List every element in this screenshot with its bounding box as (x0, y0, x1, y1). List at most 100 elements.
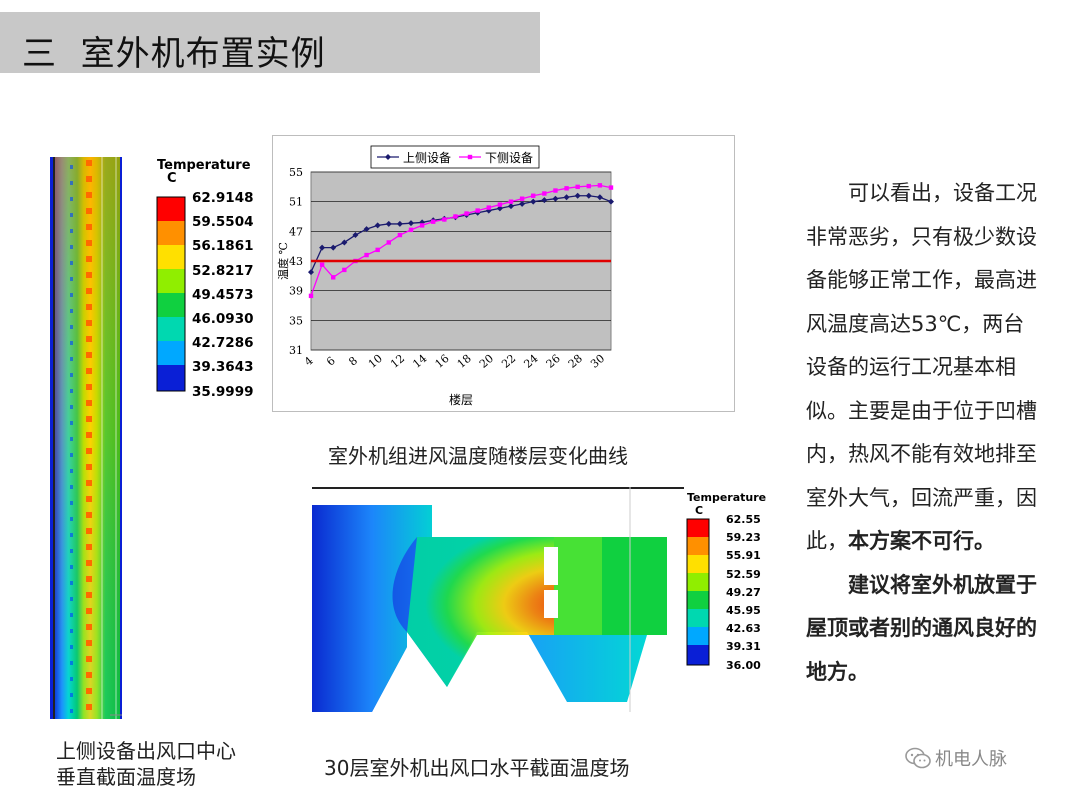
recommendation-paragraph: 建议将室外机放置于屋顶或者别的通风良好的地方。 (806, 572, 1037, 684)
data-point (486, 205, 491, 210)
data-point (531, 193, 536, 198)
horizontal-legend-value: 62.55 (726, 513, 761, 526)
data-point (385, 220, 392, 227)
title-bar: 三 室外机布置实例 (0, 12, 540, 74)
horizontal-legend-colorbar (686, 518, 710, 666)
data-point (363, 226, 370, 233)
data-point (574, 192, 581, 199)
data-point (330, 244, 337, 251)
horizontal-legend-title: Temperature C (687, 491, 767, 517)
x-axis-label: 楼层 (449, 392, 473, 407)
legend-swatch-marker (467, 154, 473, 160)
data-point (508, 203, 514, 210)
data-point (319, 262, 325, 267)
line-chart-panel: 31 35 39 43 47 51 55 4 6 8 10 12 14 16 18 20 22 24 26 28 30 楼… (272, 135, 735, 412)
data-point (453, 214, 458, 219)
data-point (352, 232, 359, 239)
x-tick-label: 8 (346, 354, 360, 368)
watermark-text: 机电人脉 (935, 749, 1007, 770)
line-chart: 31 35 39 43 47 51 55 4 6 8 10 12 14 16 18 20 22 24 26 28 30 楼… (276, 145, 614, 407)
data-point (519, 200, 526, 207)
horizontal-legend-value: 52.59 (726, 567, 761, 581)
data-point (308, 269, 314, 276)
data-point (408, 220, 414, 227)
x-tick-label: 22 (499, 352, 518, 371)
data-point (575, 184, 580, 190)
legend-entry: 上侧设备 (403, 151, 451, 165)
vertical-slice-caption: 上侧设备出风口中心 垂直截面温度场 (56, 739, 236, 789)
data-point (596, 194, 603, 201)
legend-entry: 下侧设备 (485, 151, 533, 165)
legend-swatch-marker (385, 154, 391, 160)
horizontal-slice-caption: 30层室外机出风口水平截面温度场 (324, 756, 630, 780)
data-point (553, 188, 558, 193)
y-tick-label: 31 (289, 344, 303, 357)
data-point (386, 240, 391, 245)
wechat-icon (905, 747, 931, 769)
horizontal-legend-value: 39.31 (726, 640, 761, 654)
vertical-legend-value: 62.9148 (192, 190, 254, 206)
vertical-legend-value: 49.4573 (192, 286, 254, 303)
vertical-legend-value: 56.1861 (192, 238, 254, 255)
data-point (552, 195, 559, 202)
vertical-legend-value: 42.7286 (192, 335, 254, 352)
data-point (564, 186, 569, 191)
y-tick-label: 43 (289, 255, 303, 268)
data-point (464, 211, 469, 216)
data-point (585, 192, 592, 199)
vertical-legend-value: 59.5504 (192, 214, 254, 231)
data-point (419, 223, 425, 228)
y-tick-label: 55 (289, 166, 303, 179)
vertical-legend-value: 39.3643 (192, 359, 254, 376)
x-tick-label: 18 (455, 352, 474, 371)
horizontal-legend-value: 42.63 (726, 622, 761, 636)
analysis-paragraph: 可以看出，设备工况非常恶劣，只有极少数设备能够正常工作，最高进风温度高达53℃，… (806, 181, 1037, 553)
data-point (341, 239, 348, 246)
y-tick-label: 51 (289, 196, 303, 209)
data-point (597, 183, 603, 188)
horizontal-legend-value: 55.91 (726, 549, 761, 563)
data-point (397, 232, 403, 238)
data-point (508, 199, 514, 204)
data-point (497, 202, 503, 207)
x-tick-label: 14 (410, 352, 429, 371)
legend-box (370, 145, 540, 169)
y-axis-label: 温度 ℃ (276, 242, 290, 280)
x-tick-label: 12 (388, 352, 407, 371)
data-point (308, 293, 314, 299)
horizontal-legend-value: 49.27 (726, 585, 761, 599)
x-tick-label: 24 (521, 352, 540, 371)
series-line (310, 184, 612, 297)
data-point (475, 208, 480, 213)
data-point (374, 222, 381, 229)
horizontal-legend-value: 59.23 (726, 531, 761, 545)
data-point (319, 244, 326, 251)
analysis-text: 可以看出，设备工况非常恶劣，只有极少数设备能够正常工作，最高进风温度高达53℃，… (806, 172, 1041, 694)
horizontal-legend-value: 36.00 (726, 658, 761, 672)
x-tick-label: 6 (324, 354, 338, 368)
x-tick-label: 4 (302, 354, 316, 368)
x-tick-label: 28 (566, 352, 585, 371)
vertical-legend-value: 46.0930 (192, 311, 254, 327)
vertical-legend-value: 35.9999 (192, 383, 254, 400)
x-tick-label: 10 (366, 352, 385, 371)
vertical-legend-value: 52.8217 (192, 262, 254, 279)
data-point (542, 191, 547, 196)
line-chart-caption: 室外机组进风温度随楼层变化曲线 (328, 444, 628, 468)
vertical-legend-colorbar (156, 196, 186, 392)
x-tick-label: 26 (544, 352, 563, 371)
y-tick-label: 35 (289, 314, 303, 327)
x-tick-label: 16 (433, 352, 452, 371)
slide-title: 三 室外机布置实例 (22, 34, 326, 74)
vertical-slice-image (50, 157, 122, 719)
vertical-legend-title: Temperature C (157, 158, 251, 186)
data-point (408, 227, 414, 233)
data-point (519, 196, 525, 201)
watermark: 机电人脉 (905, 745, 1007, 771)
y-tick-label: 47 (289, 225, 303, 238)
horizontal-slice-image (312, 487, 684, 712)
data-point (364, 252, 369, 258)
data-point (563, 194, 570, 201)
x-tick-label: 20 (477, 352, 496, 371)
x-tick-label: 30 (588, 352, 607, 371)
